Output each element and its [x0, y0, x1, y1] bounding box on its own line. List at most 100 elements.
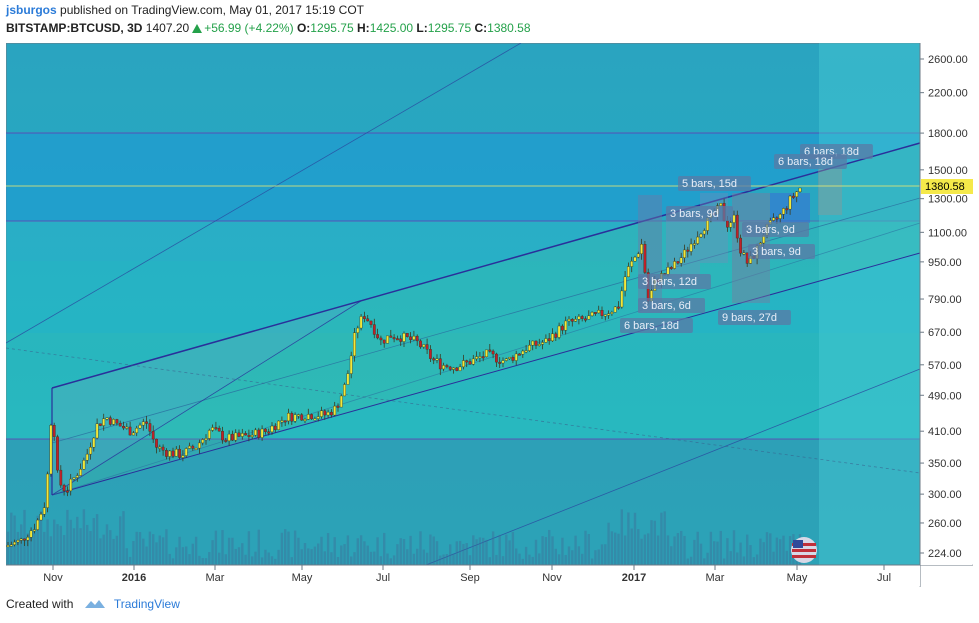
volume-bar	[425, 552, 429, 565]
candle	[551, 333, 554, 342]
candle	[468, 361, 472, 365]
candle	[201, 439, 205, 444]
volume-bar	[571, 550, 574, 565]
candle	[567, 319, 571, 322]
volume-bar	[511, 531, 515, 565]
price-tick-label: 790.00	[928, 294, 962, 306]
candle	[62, 484, 66, 492]
volume-bar	[666, 535, 670, 565]
time-axis[interactable]	[6, 565, 920, 587]
volume-bar	[719, 530, 722, 565]
volume-bar	[521, 558, 524, 565]
candle	[118, 422, 122, 427]
fib-band	[6, 439, 920, 565]
candle	[102, 418, 106, 426]
candle	[26, 537, 30, 541]
candle	[82, 460, 86, 470]
candle	[9, 544, 13, 547]
candle	[544, 338, 548, 343]
candle	[643, 244, 647, 273]
volume-bar	[779, 539, 782, 565]
high-label: H:	[357, 21, 370, 35]
volume-bar	[112, 538, 115, 565]
candle	[412, 335, 416, 340]
volume-bar	[208, 552, 211, 565]
volume-bar	[534, 539, 538, 565]
volume-bar	[10, 512, 13, 565]
volume-bar	[538, 553, 541, 565]
volume-bar	[26, 533, 29, 565]
volume-bar	[46, 519, 49, 565]
close-value: 1380.58	[487, 21, 531, 35]
volume-bar	[234, 548, 237, 565]
candle	[636, 253, 640, 258]
author-link[interactable]: jsburgos	[6, 3, 57, 17]
candle	[547, 338, 551, 342]
candle	[181, 455, 185, 458]
price-tick-label: 2600.00	[928, 54, 968, 66]
volume-bar	[82, 509, 86, 565]
volume-bar	[402, 539, 406, 565]
volume-bar	[336, 556, 340, 565]
candle	[607, 313, 611, 316]
volume-bar	[171, 558, 175, 565]
candle	[260, 428, 264, 438]
price-axis[interactable]	[920, 43, 973, 565]
price-tick-label: 1800.00	[928, 128, 968, 140]
candle	[320, 410, 323, 417]
candle	[125, 426, 129, 429]
volume-bar	[732, 530, 736, 565]
volume-bar	[165, 529, 168, 565]
volume-bar	[168, 553, 171, 565]
plot-area[interactable]	[5, 42, 921, 566]
chart-frame[interactable]: 6 bars, 18d 6 bars, 18d 5 bars, 15d 3 bars,…	[5, 42, 973, 587]
volume-bar	[373, 551, 376, 565]
volume-bar	[49, 536, 53, 565]
volume-bar	[109, 530, 112, 565]
trend-channel[interactable]	[5, 42, 921, 566]
volume-bar	[762, 542, 765, 565]
published-text: published on TradingView.com, May 01, 20…	[60, 3, 364, 17]
volume-bar	[353, 552, 356, 565]
candle	[735, 214, 739, 239]
volume-bar	[369, 551, 373, 565]
volume-bar	[264, 549, 267, 565]
volume-bar	[772, 551, 775, 565]
volume-bar	[346, 535, 350, 565]
volume-bar	[293, 530, 297, 565]
candle	[600, 310, 604, 316]
candle	[445, 365, 449, 368]
time-tick-label: Mar	[206, 572, 225, 584]
range-annotation-label: 6 bars, 18d	[778, 156, 833, 168]
candle	[254, 429, 257, 436]
volume-bar	[363, 541, 366, 565]
volume-bar	[142, 538, 145, 565]
range-annotation-label: 3 bars, 9d	[746, 224, 795, 236]
volume-bar	[458, 540, 462, 565]
candle	[277, 420, 280, 430]
projection-zone	[819, 43, 920, 565]
candle	[115, 419, 119, 424]
candle	[580, 316, 584, 319]
volume-bar	[99, 538, 102, 565]
volume-bar	[505, 534, 508, 565]
candle	[537, 344, 541, 347]
volume-bar	[333, 537, 336, 565]
volume-bar	[475, 539, 478, 565]
price-chart[interactable]: 6 bars, 18d 6 bars, 18d 5 bars, 15d 3 bars,…	[5, 42, 973, 587]
candle	[775, 217, 779, 220]
volume-bar	[198, 555, 201, 565]
candle	[69, 478, 73, 492]
candle	[95, 423, 99, 439]
volume-bar	[746, 534, 749, 565]
volume-bar	[485, 539, 488, 565]
candle	[666, 267, 670, 275]
volume-bar	[736, 552, 739, 565]
candle	[785, 208, 789, 211]
volume-bar	[630, 528, 633, 565]
candle	[491, 350, 495, 355]
us-flag-icon[interactable]	[791, 537, 817, 563]
volume-bar	[637, 529, 640, 565]
volume-bar	[429, 534, 432, 565]
tradingview-link[interactable]: TradingView	[113, 597, 180, 611]
